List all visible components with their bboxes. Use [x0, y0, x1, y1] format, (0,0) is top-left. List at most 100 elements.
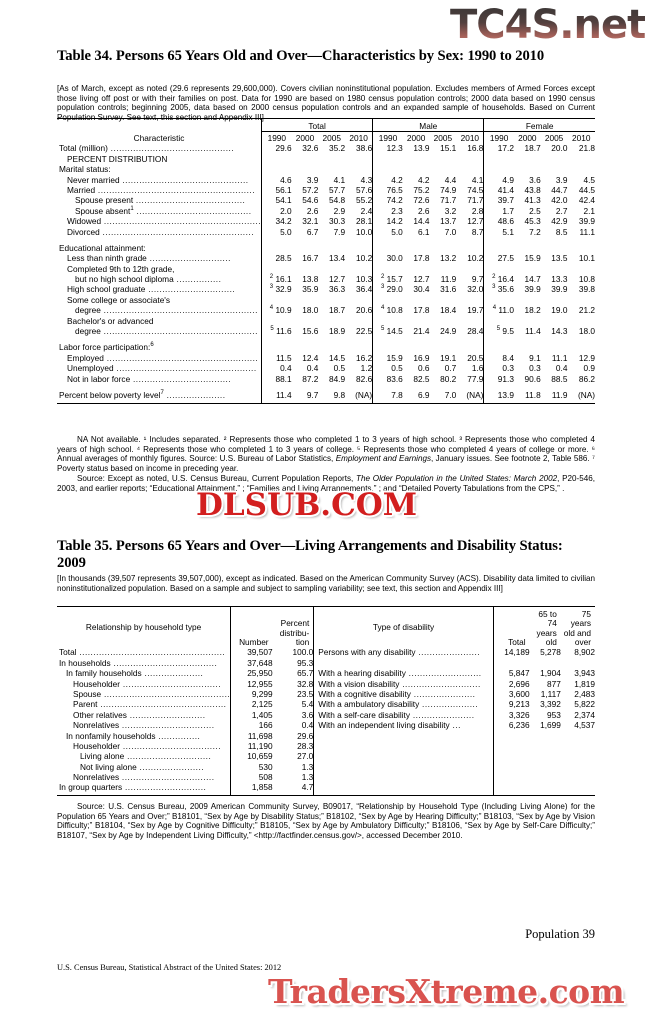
table34-cell: 44.7 [551, 184, 568, 195]
footer-citation: U.S. Census Bureau, Statistical Abstract… [57, 963, 282, 972]
table34-row-label: degree .................................… [75, 305, 258, 316]
table34-body: Total (million) ........................… [57, 143, 595, 403]
table-row: Not in labor force .....................… [57, 373, 595, 384]
table35-75over-cell [561, 741, 595, 751]
table34-cell: 36.3 [328, 284, 346, 295]
table34-cell: 20.0 [551, 143, 568, 154]
table34-cell: 19.7 [467, 305, 484, 316]
table34-cell [318, 315, 345, 325]
table34-cell [261, 294, 292, 305]
table34-cell: 76.5 [372, 184, 403, 195]
table34-cell: 36.4 [356, 284, 373, 295]
table34-cell: 9.7 [306, 389, 319, 400]
table34-cell: 29.6 [261, 143, 292, 154]
table-row: In group quarters ......................… [57, 782, 595, 793]
table34-cell: (NA) [355, 389, 373, 400]
table35-percent-cell: 28.3 [297, 740, 314, 751]
table34-cell: 0.3 [483, 362, 514, 374]
table34-cell [430, 153, 457, 163]
table34-cell [261, 342, 292, 353]
a75-l2: years [570, 618, 591, 629]
table-row: Nonrelatives ...........................… [57, 719, 595, 731]
table34-cell: 10.2 [467, 253, 484, 264]
table34-cell: 17.2 [483, 143, 514, 154]
table34-cell: 6.1 [417, 226, 430, 237]
table34-footnotes: NA Not available. ¹ Includes separated. … [57, 435, 595, 474]
table35-75over-cell [561, 657, 595, 667]
table34-cell [483, 342, 514, 353]
table34-cell [403, 243, 430, 253]
table34-spacer-row [57, 383, 595, 390]
table34-cell: 6.7 [306, 226, 319, 237]
table34-row-label: Spouse present .........................… [75, 195, 246, 206]
table35-disability-label [313, 740, 494, 751]
table34-cell: 3.6 [529, 174, 541, 185]
table34-cell: 32.6 [302, 143, 319, 154]
table34-cell: 42.4 [578, 195, 595, 206]
table35-75over-cell: 8,902 [574, 647, 595, 658]
table34-cell: 11.5 [261, 352, 292, 363]
table34-cell [318, 153, 345, 163]
table34-cell: 14.4 [413, 216, 430, 227]
table34-cell: 39.9 [578, 216, 595, 227]
table35-left-label: Householder ............................… [73, 740, 222, 751]
table34-cell: 2.6 [417, 205, 430, 216]
table34-cell: 0.4 [261, 362, 292, 374]
table35-left-label: Total ..................................… [59, 647, 226, 658]
table34-cell [567, 164, 595, 174]
table35-number-cell: 9,299 [230, 688, 273, 699]
table35-65to74-cell: 1,699 [540, 720, 561, 731]
table34-row-label: Married ................................… [67, 184, 256, 195]
th-male-2000: 2000 [402, 130, 430, 143]
table34-cell: 13.2 [440, 253, 457, 264]
table34-cell: 24.9 [440, 326, 457, 337]
table-row: Householder ............................… [57, 740, 595, 751]
table34-row-label: Bachelor's or advanced [67, 315, 154, 326]
table35-65to74-cell [530, 782, 561, 792]
table34-cell [318, 263, 345, 273]
table35-75over-cell [561, 751, 595, 761]
table34-cell [345, 243, 373, 253]
table34-cell: 3 32.9 [261, 284, 292, 295]
table34: Characteristic Total Male Female 1990 20… [57, 118, 595, 404]
table35-65to74-cell [530, 751, 561, 761]
table34-cell: 2.6 [306, 205, 319, 216]
table34-cell: 4.5 [583, 174, 595, 185]
table34-cell [514, 263, 541, 273]
table34-cell: 4.1 [333, 174, 346, 185]
table34-cell: 80.2 [440, 373, 457, 384]
table35-left-label: Living alone ...........................… [80, 751, 212, 762]
table35-left-label: In family households ...................… [66, 668, 204, 679]
table34-cell: 39.9 [551, 284, 568, 295]
table34-row-label: Less than ninth grade ..................… [67, 253, 231, 264]
table34-cell [567, 263, 595, 273]
table34-cell: 41.3 [524, 195, 541, 206]
table34-cell: 74.9 [440, 184, 457, 195]
table34-cell [261, 242, 292, 253]
table34-cell: 4.2 [417, 174, 430, 185]
table34-cell [292, 342, 319, 352]
table34-cell: 11.9 [440, 274, 457, 285]
table34-cell [345, 263, 373, 273]
table34-cell [372, 153, 403, 164]
table-row: Parent .................................… [57, 698, 595, 710]
table34-stub-header: Characteristic [57, 118, 262, 143]
table34-cell: 7.0 [444, 226, 457, 237]
table34-cell: 39.8 [578, 284, 595, 295]
table-row: Total (million) ........................… [57, 143, 595, 154]
table-row: PERCENT DISTRIBUTION [57, 153, 595, 164]
table35-total-cell: 3,600 [492, 688, 530, 699]
table-row: High school graduate ...................… [57, 284, 595, 295]
table34-row-label: Percent below poverty level7 ...........… [59, 389, 226, 400]
table34-cell: 0.3 [529, 363, 541, 374]
table34-cell: 14.3 [551, 326, 568, 337]
table35-75over-cell: 2,483 [574, 688, 595, 699]
table-row: Spouse absent1 .........................… [57, 205, 595, 216]
table35-disability-label: With a cognitive disability ............… [313, 688, 494, 699]
table34-cell: 48.6 [483, 215, 514, 227]
table34-row-label: Completed 9th to 12th grade, [67, 263, 175, 274]
table34-cell: 5 11.6 [261, 325, 292, 337]
table34-cell [430, 263, 457, 273]
table-row: Bachelor's or advanced [57, 315, 595, 326]
table34-row-label: Never married ..........................… [67, 174, 249, 185]
